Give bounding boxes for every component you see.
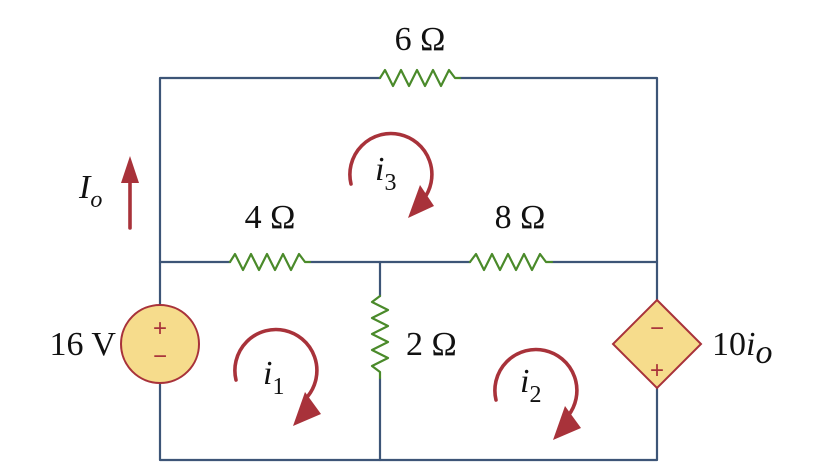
io-label-sub: o: [90, 187, 102, 213]
dependent-source-diamond: [611, 298, 703, 390]
voltage-source-plus: +: [153, 315, 167, 342]
top-wire-left: [158, 76, 382, 307]
mesh-current-i1-label: i1: [263, 355, 284, 400]
dependent-source-label: 10io: [712, 326, 772, 371]
mesh-i1-main: i: [263, 355, 272, 392]
dependent-source-var: i: [746, 326, 755, 363]
dependent-source-minus: −: [650, 315, 664, 342]
mesh-i1-arrow-head: [293, 392, 321, 426]
resistor-8-ohm-label: 8 Ω: [495, 199, 546, 236]
resistor-8-ohm: [468, 252, 554, 272]
resistor-4-ohm: [228, 252, 312, 272]
mesh-current-i2-arrow: [493, 347, 581, 440]
resistor-6-ohm: [378, 68, 462, 88]
mesh-current-i3-label: i3: [375, 151, 396, 196]
mesh-i3-arrow-head: [408, 185, 434, 218]
resistor-2-ohm: [370, 294, 390, 380]
dependent-source-sub: o: [755, 334, 772, 371]
io-label-main: I: [78, 169, 92, 206]
mesh-i2-main: i: [520, 363, 529, 400]
voltage-source-circle: [120, 304, 200, 384]
voltage-source-16v: + −: [120, 304, 200, 384]
mesh-i2-sub: 2: [529, 382, 541, 408]
resistor-6-ohm-label: 6 Ω: [395, 21, 446, 58]
mesh-current-i3-arrow: [348, 131, 434, 218]
resistor-4-ohm-label: 4 Ω: [245, 199, 296, 236]
dependent-source-plus: +: [650, 357, 664, 384]
left-bottom-wire: [158, 381, 659, 462]
mesh-i3-sub: 3: [384, 170, 396, 196]
dependent-source: − +: [611, 298, 703, 390]
mesh-i2-arrow-head: [553, 406, 581, 440]
mesh-current-i1-arrow: [233, 327, 321, 426]
io-label: Io: [78, 169, 102, 213]
io-current-arrow: [121, 156, 139, 230]
io-arrow-head: [121, 156, 139, 183]
voltage-source-minus: −: [153, 343, 167, 370]
wires: [158, 76, 659, 462]
mesh-i3-main: i: [375, 151, 384, 188]
mesh-current-i2-label: i2: [520, 363, 541, 408]
mesh-i1-sub: 1: [272, 374, 284, 400]
dependent-source-coef: 10: [712, 326, 746, 363]
top-wire-right: [458, 76, 659, 302]
resistor-2-ohm-label: 2 Ω: [406, 326, 457, 363]
voltage-source-label: 16 V: [50, 326, 117, 363]
